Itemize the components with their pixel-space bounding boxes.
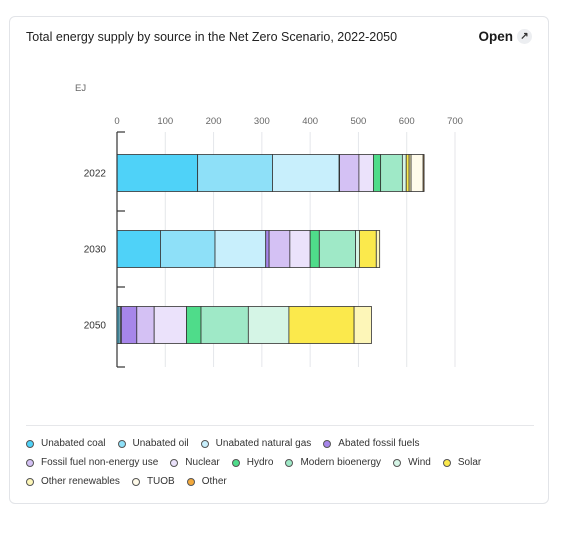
bar-segment — [272, 154, 340, 192]
bar-segment — [410, 154, 424, 192]
legend-swatch-icon — [26, 458, 34, 467]
bar-segment — [120, 306, 138, 344]
bar-segment — [372, 154, 382, 192]
legend-swatch-icon — [231, 458, 240, 467]
bar-segment — [200, 306, 249, 344]
legend-label: Solar — [457, 457, 482, 468]
x-tick-label: 300 — [254, 116, 270, 127]
bar-segment — [288, 306, 355, 344]
legend-swatch-icon — [170, 458, 179, 467]
legend-label: Unabated oil — [132, 438, 189, 449]
bar-segment — [422, 154, 425, 192]
bar-segment — [160, 230, 216, 268]
legend-swatch-icon — [323, 439, 332, 448]
bar-segment — [136, 306, 155, 344]
x-tick-label: 0 — [114, 116, 119, 127]
bar-segment — [353, 306, 372, 344]
chart-legend: Unabated coal Unabated oil Unabated natura… — [26, 437, 536, 488]
legend-label: Other — [201, 476, 227, 487]
bar-segment — [358, 154, 374, 192]
bar-segment — [380, 154, 403, 192]
bar-segment — [153, 306, 187, 344]
y-category-label: 2030 — [84, 245, 107, 256]
bar-segment — [214, 230, 267, 268]
bar-segment — [401, 154, 407, 192]
legend-item[interactable]: Solar — [442, 456, 482, 469]
x-tick-label: 600 — [399, 116, 415, 127]
bar-segment — [116, 230, 161, 268]
legend-item[interactable]: Wind — [393, 456, 431, 469]
y-category-label: 2050 — [84, 321, 107, 332]
expand-arrow-icon: ↗ — [517, 29, 532, 44]
legend-label: TUOB — [146, 476, 175, 487]
legend-item[interactable]: Other renewables — [26, 475, 120, 488]
legend-label: Fossil fuel non-energy use — [41, 457, 159, 468]
legend-label: Modern bioenergy — [300, 457, 382, 468]
legend-label: Nuclear — [185, 457, 220, 468]
bar-segment — [405, 154, 410, 192]
bar-segment — [116, 154, 199, 192]
open-button[interactable]: Open ↗ — [478, 29, 532, 44]
x-tick-label: 200 — [206, 116, 222, 127]
legend-label: Abated fossil fuels — [338, 438, 420, 449]
legend-item[interactable]: Unabated oil — [117, 437, 189, 450]
legend-swatch-icon — [442, 458, 451, 467]
legend-label: Other renewables — [41, 476, 120, 487]
unit-label: EJ — [75, 83, 87, 94]
bar-segment — [247, 306, 290, 344]
chart-title: Total energy supply by source in the Net… — [26, 30, 398, 44]
bar-segment — [197, 154, 273, 192]
legend-item[interactable]: Unabated coal — [26, 437, 106, 450]
x-tick-label: 400 — [302, 116, 318, 127]
legend-label: Unabated coal — [41, 438, 106, 449]
bar-segment — [339, 154, 360, 192]
legend-swatch-icon — [285, 458, 294, 467]
legend-item[interactable]: Other — [186, 475, 227, 488]
legend-swatch-icon — [186, 477, 195, 486]
x-tick-label: 100 — [157, 116, 173, 127]
bar-segment — [268, 230, 291, 268]
bar-segment — [289, 230, 311, 268]
bar-segment — [309, 230, 320, 268]
y-category-label: 2022 — [84, 169, 107, 180]
legend-swatch-icon — [26, 439, 34, 448]
chart-card: Total energy supply by source in the Net… — [9, 16, 549, 504]
bar-segment — [375, 230, 381, 268]
legend-item[interactable]: Nuclear — [170, 456, 220, 469]
legend-item[interactable]: Abated fossil fuels — [323, 437, 419, 450]
legend-label: Hydro — [246, 457, 274, 468]
bar-chart: 0 100 200 300 400 500 600 700 2022 2030 2050 — [84, 116, 463, 368]
legend-label: Unabated natural gas — [215, 438, 312, 449]
x-tick-label: 500 — [350, 116, 366, 127]
legend-divider — [26, 425, 534, 426]
legend-swatch-icon — [26, 477, 34, 486]
legend-item[interactable]: Hydro — [231, 456, 274, 469]
bar-segment — [358, 230, 377, 268]
bar-segment — [355, 230, 360, 268]
legend-swatch-icon — [200, 439, 209, 448]
bar-segment — [186, 306, 202, 344]
legend-swatch-icon — [131, 477, 140, 486]
x-tick-label: 700 — [447, 116, 463, 127]
legend-swatch-icon — [117, 439, 126, 448]
legend-item[interactable]: Modern bioenergy — [285, 456, 381, 469]
legend-swatch-icon — [393, 458, 402, 467]
bar-segment — [265, 230, 270, 268]
legend-label: Wind — [408, 457, 431, 468]
legend-item[interactable]: Unabated natural gas — [200, 437, 312, 450]
bar-segment — [318, 230, 356, 268]
open-label: Open — [478, 29, 513, 44]
legend-item[interactable]: TUOB — [131, 475, 175, 488]
legend-item[interactable]: Fossil fuel non-energy use — [26, 456, 158, 469]
